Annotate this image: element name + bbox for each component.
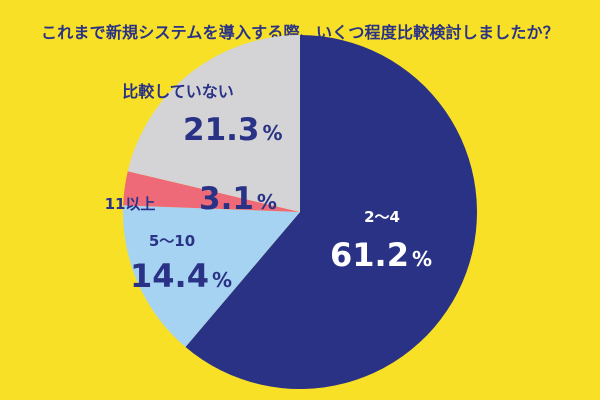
pie-slice-none	[127, 35, 300, 212]
pie-slice-2-4	[185, 35, 477, 389]
chart-title: これまで新規システムを導入する際、いくつ程度比較検討しましたか？	[41, 23, 559, 42]
slice-value-5-10: 14.4%	[130, 257, 232, 295]
pie-slice-11-plus	[123, 171, 300, 212]
slice-value-none: 21.3%	[183, 112, 283, 148]
slice-label-none: 比較していない	[122, 82, 234, 101]
slice-value-11-plus: 3.1%	[199, 181, 277, 217]
slice-label-2-4: 2〜4	[364, 208, 400, 226]
slice-value-2-4: 61.2%	[330, 236, 432, 274]
slice-label-11-plus: 11以上	[105, 195, 156, 213]
pie-slice-5-10	[123, 205, 300, 347]
slice-label-5-10: 5〜10	[149, 232, 195, 250]
